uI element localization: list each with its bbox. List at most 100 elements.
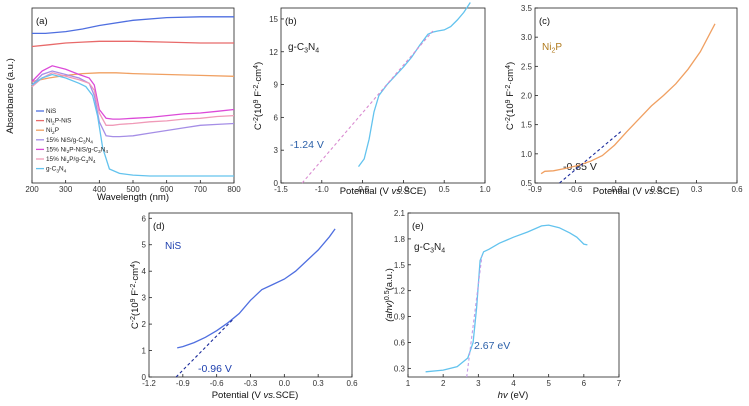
x-tick-label: 5: [546, 379, 551, 388]
panel-a-xlabel: Wavelength (nm): [97, 192, 169, 203]
panel-a: (a) 200 300 400 500 600 700 800 Wavelength (nm…: [5, 7, 241, 203]
panel-e-label: (e): [412, 221, 424, 232]
series-line-fit: [559, 131, 622, 184]
panel-b-plot: [301, 2, 471, 184]
y-tick-label: 1.8: [394, 235, 406, 244]
panel-e-xlabel: hv (eV): [498, 390, 529, 401]
x-tick-label: 800: [227, 185, 241, 194]
x-tick-label: -0.6: [210, 379, 224, 388]
panel-d-label: (d): [153, 221, 165, 232]
y-tick-label: 15: [269, 15, 278, 24]
x-tick-label: -0.3: [244, 379, 258, 388]
series-line-15-ni2p-g-c3n4: [31, 72, 235, 126]
x-tick-label: 600: [160, 185, 174, 194]
x-tick-label: 700: [194, 185, 208, 194]
legend-entry: 15% NiS/g-C3N4: [46, 137, 93, 146]
x-tick-label: 3: [476, 379, 481, 388]
panel-e-ylabel: (ahv)0.5(a.u.): [384, 268, 395, 322]
panel-b-xlabel: Potential (V vs.SCE): [340, 186, 427, 197]
y-tick-label: 0.3: [394, 364, 406, 373]
legend-entry: Ni2P: [46, 127, 59, 136]
y-tick-label: 2.0: [521, 92, 533, 101]
panel-a-x-ticks: 200 300 400 500 600 700 800: [25, 180, 241, 194]
panel-e: (e) g-C3N4 2.67 eV 1 2 3 4 5 6 7 0.3 0.6 0.9 1.2 1.…: [384, 209, 622, 401]
panel-d-ticks: -1.2 -0.9 -0.6 -0.3 0.0 0.3 0.6 0 1 2 3 4 5 6: [142, 214, 359, 388]
panel-d-xlabel: Potential (V vs.SCE): [212, 390, 299, 401]
panel-e-annotation: 2.67 eV: [474, 340, 510, 352]
x-tick-label: -0.9: [176, 379, 190, 388]
y-tick-label: 3.5: [521, 4, 533, 13]
x-tick-label: 0.5: [439, 185, 451, 194]
y-tick-label: 1.5: [521, 121, 533, 130]
panel-e-plot: [425, 224, 588, 378]
panel-c-annotation: -0.85 V: [563, 161, 597, 173]
x-tick-label: 0.6: [731, 185, 743, 194]
x-tick-label: 7: [617, 379, 622, 388]
series-line-ni2p: [31, 72, 235, 83]
panel-d-sample-name: NiS: [165, 241, 181, 252]
panel-e-ticks: 1 2 3 4 5 6 7 0.3 0.6 0.9 1.2 1.5 1.8 2.1: [394, 209, 622, 388]
y-tick-label: 2.5: [521, 62, 533, 71]
y-tick-label: 2.1: [394, 209, 406, 218]
panel-a-plot: [31, 16, 235, 177]
legend-entry: 15% Ni2P-NiS/g-C3N4: [46, 146, 108, 155]
x-tick-label: 500: [126, 185, 140, 194]
x-tick-label: -0.3: [609, 185, 623, 194]
y-tick-label: 0.6: [394, 338, 406, 347]
series-line-g-c3n4: [425, 224, 588, 373]
panel-d-plot: [175, 228, 336, 378]
y-tick-label: 3: [274, 146, 279, 155]
legend-entry: g-C3N4: [46, 166, 67, 175]
y-tick-label: 6: [142, 214, 147, 223]
y-tick-label: 4: [142, 267, 147, 276]
x-tick-label: 0.6: [346, 379, 358, 388]
series-line-nis: [177, 228, 336, 349]
panel-c-sample-name: Ni2P: [542, 42, 562, 55]
x-tick-label: 200: [25, 185, 39, 194]
y-tick-label: 3: [142, 294, 147, 303]
panel-c-label: (c): [539, 16, 550, 27]
legend-entry: 15% Ni2P/g-C3N4: [46, 156, 96, 165]
x-tick-label: -0.9: [528, 185, 542, 194]
series-line-15-ni2p-nis-g-c3n4: [31, 65, 235, 120]
y-tick-label: 1.0: [521, 150, 533, 159]
x-tick-label: 0.0: [279, 379, 291, 388]
panel-b-annotation: -1.24 V: [290, 139, 324, 151]
series-line-fit: [466, 256, 483, 378]
x-tick-label: 0.3: [691, 185, 703, 194]
panel-e-sample-name: g-C3N4: [414, 242, 445, 255]
series-line-g-c3n4: [357, 2, 471, 167]
panel-b-sample-name: g-C3N4: [288, 42, 319, 55]
series-line-ni2p: [540, 23, 716, 175]
y-tick-label: 3.0: [521, 33, 533, 42]
panel-d-annotation: -0.96 V: [198, 363, 232, 375]
x-tick-label: -1.0: [315, 185, 329, 194]
y-tick-label: 12: [269, 48, 278, 57]
series-line-nis: [32, 16, 234, 35]
x-tick-label: -0.5: [356, 185, 370, 194]
y-tick-label: 2: [142, 320, 147, 329]
panel-c-frame: [534, 7, 738, 184]
panel-b-frame: [280, 7, 486, 184]
y-tick-label: 6: [274, 113, 279, 122]
panel-c-ylabel: C-2(109 F-2·cm4): [505, 62, 516, 130]
x-tick-label: 1: [406, 379, 411, 388]
y-tick-label: 1.5: [394, 261, 406, 270]
x-tick-label: 2: [441, 379, 446, 388]
panel-b-ticks: -1.5 -1.0 -0.5 0.0 0.5 1.0 0 3 6 9 12 15: [269, 15, 491, 194]
panel-c-ticks: -0.9 -0.6 -0.3 0.0 0.3 0.6 0.5 1.0 1.5 2.0 2.5 3.0 3…: [521, 4, 743, 194]
series-line-fit: [175, 318, 234, 378]
x-tick-label: 0.0: [398, 185, 410, 194]
panel-d: (d) NiS -0.96 V -1.2 -0.9 -0.6 -0.3 0.0 0.3 0.…: [130, 212, 359, 401]
x-tick-label: 0.0: [651, 185, 663, 194]
y-tick-label: 0.9: [394, 313, 406, 322]
x-tick-label: 6: [582, 379, 587, 388]
x-tick-label: 4: [511, 379, 516, 388]
x-tick-label: 300: [59, 185, 73, 194]
y-tick-label: 0: [274, 179, 279, 188]
y-tick-label: 5: [142, 241, 147, 250]
x-tick-label: -1.2: [142, 379, 156, 388]
x-tick-label: 0.3: [313, 379, 325, 388]
